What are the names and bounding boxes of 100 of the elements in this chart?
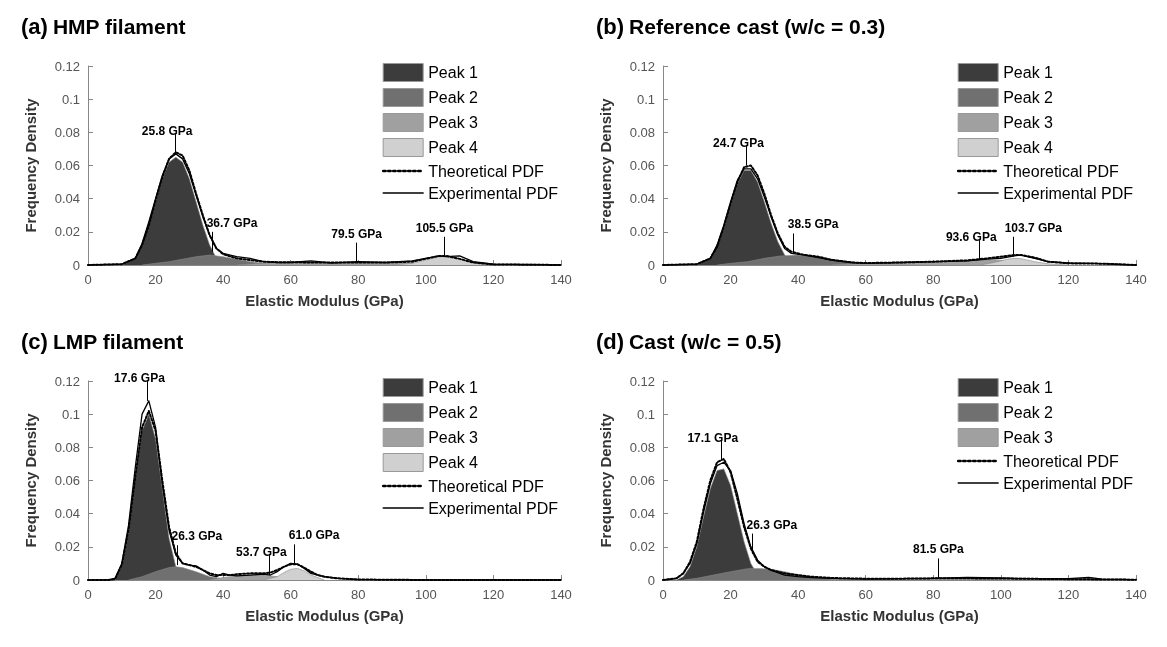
annotation: 61.0 GPa	[288, 528, 340, 543]
x-tick-label: 120	[482, 587, 505, 602]
y-tick-label: 0	[647, 572, 655, 588]
x-tick-label: 0	[84, 587, 92, 602]
x-tick-label: 140	[550, 272, 572, 287]
x-tick-label: 20	[723, 272, 738, 287]
x-tick-label: 20	[723, 587, 738, 602]
y-tick-label: 0.1	[61, 91, 80, 107]
legend-label: Peak 3	[428, 429, 479, 446]
y-tick-label: 0.12	[629, 58, 655, 74]
annotation: 81.5 GPa	[913, 542, 965, 557]
annotation: 93.6 GPa	[945, 230, 997, 245]
x-tick-label: 40	[215, 587, 231, 602]
annotation: 17.1 GPa	[687, 430, 739, 445]
annotation: 53.7 GPa	[236, 545, 288, 560]
y-tick-label: 0.1	[636, 91, 655, 107]
annotation: 79.5 GPa	[331, 226, 383, 241]
legend-label: Peak 1	[1003, 64, 1054, 81]
y-axis-title: Frequency Density	[22, 412, 39, 548]
legend-label: Theoretical PDF	[428, 477, 544, 495]
chart-title: (b) Reference cast (w/c = 0.3)	[596, 13, 886, 39]
annotation: 24.7 GPa	[713, 135, 765, 150]
chart-title: (a) HMP filament	[21, 13, 186, 39]
legend-label: Experimental PDF	[428, 499, 559, 517]
x-tick-label: 100	[990, 587, 1012, 602]
x-tick-label: 60	[858, 587, 873, 602]
y-tick-label: 0.04	[54, 506, 80, 522]
x-tick-label: 140	[1125, 587, 1147, 602]
legend-label: Peak 1	[428, 379, 479, 396]
y-tick-label: 0.08	[629, 439, 655, 455]
y-axis-title: Frequency Density	[597, 412, 614, 548]
chart-title: (d) Cast (w/c = 0.5)	[596, 328, 782, 354]
annotation: 25.8 GPa	[141, 123, 193, 138]
x-tick-label: 140	[550, 587, 572, 602]
y-tick-label: 0	[72, 572, 80, 588]
y-tick-label: 0.02	[629, 539, 655, 555]
y-tick-label: 0.08	[629, 124, 655, 140]
legend-label: Peak 2	[428, 404, 479, 421]
x-tick-label: 80	[351, 272, 366, 287]
x-tick-label: 80	[926, 587, 941, 602]
annotation: 103.7 GPa	[1004, 220, 1063, 235]
legend-label: Peak 3	[1003, 429, 1054, 446]
annotation: 105.5 GPa	[415, 220, 474, 235]
y-tick-label: 0.1	[636, 406, 655, 422]
legend-label: Peak 1	[428, 64, 479, 81]
legend-label: Peak 4	[428, 139, 479, 156]
y-tick-label: 0.08	[54, 439, 80, 455]
x-tick-label: 0	[659, 272, 667, 287]
annotation: 38.5 GPa	[787, 217, 839, 232]
annotation: 26.3 GPa	[746, 517, 798, 532]
x-tick-label: 20	[148, 587, 163, 602]
annotation: 36.7 GPa	[206, 215, 258, 230]
x-axis-title: Elastic Modulus (GPa)	[820, 607, 979, 624]
y-tick-label: 0.04	[54, 191, 80, 207]
x-tick-label: 120	[1057, 272, 1080, 287]
legend-label: Peak 4	[1003, 139, 1054, 156]
x-tick-label: 100	[990, 272, 1012, 287]
y-tick-label: 0.04	[629, 191, 655, 207]
y-tick-label: 0	[647, 257, 655, 273]
legend-label: Peak 3	[1003, 114, 1054, 131]
legend-label: Experimental PDF	[1003, 474, 1134, 492]
y-tick-label: 0	[72, 257, 80, 273]
y-tick-label: 0.08	[54, 124, 80, 140]
y-tick-label: 0.12	[54, 373, 80, 389]
x-tick-label: 120	[1057, 587, 1080, 602]
annotation: 26.3 GPa	[171, 529, 223, 544]
legend-label: Experimental PDF	[428, 184, 559, 202]
x-tick-label: 100	[415, 272, 437, 287]
y-tick-label: 0.06	[629, 473, 655, 488]
x-axis-title: Elastic Modulus (GPa)	[820, 292, 979, 309]
legend-label: Theoretical PDF	[428, 162, 544, 180]
y-tick-label: 0.06	[629, 158, 655, 173]
x-tick-label: 80	[926, 272, 941, 287]
y-tick-label: 0.02	[54, 224, 80, 240]
x-tick-label: 140	[1125, 272, 1147, 287]
annotation: 17.6 GPa	[114, 371, 166, 385]
x-tick-label: 60	[283, 587, 298, 602]
x-tick-label: 0	[659, 587, 667, 602]
x-tick-label: 20	[148, 272, 163, 287]
y-tick-label: 0.12	[54, 58, 80, 74]
y-tick-label: 0.06	[54, 158, 80, 173]
legend-label: Theoretical PDF	[1003, 452, 1119, 470]
y-tick-label: 0.02	[54, 539, 80, 555]
legend-label: Peak 2	[428, 89, 479, 106]
x-tick-label: 80	[351, 587, 366, 602]
y-tick-label: 0.06	[54, 473, 80, 488]
x-tick-label: 100	[415, 587, 437, 602]
legend-label: Peak 3	[428, 114, 479, 131]
legend-label: Theoretical PDF	[1003, 162, 1119, 180]
x-tick-label: 40	[215, 272, 231, 287]
y-tick-label: 0.12	[629, 373, 655, 389]
y-axis-title: Frequency Density	[597, 97, 614, 233]
legend-label: Peak 2	[1003, 404, 1054, 421]
y-tick-label: 0.1	[61, 406, 80, 422]
legend-label: Peak 2	[1003, 89, 1054, 106]
x-tick-label: 40	[790, 272, 806, 287]
legend-label: Peak 4	[428, 454, 479, 471]
x-tick-label: 60	[283, 272, 298, 287]
y-tick-label: 0.04	[629, 506, 655, 522]
y-axis-title: Frequency Density	[22, 97, 39, 233]
